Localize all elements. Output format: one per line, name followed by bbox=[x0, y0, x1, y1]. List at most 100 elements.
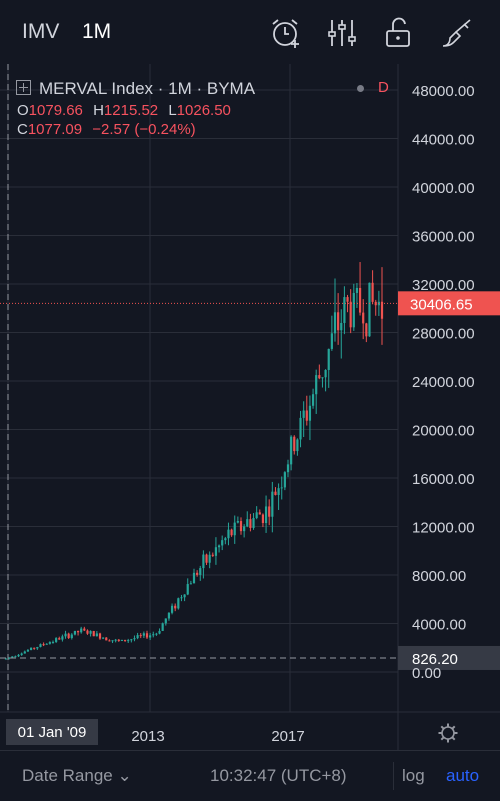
candle-body bbox=[98, 633, 102, 639]
data-mode-label: D bbox=[378, 79, 389, 96]
candle-body bbox=[89, 631, 92, 634]
indicators-icon[interactable] bbox=[325, 16, 359, 50]
candle-body bbox=[155, 633, 158, 635]
candle-body bbox=[80, 628, 83, 633]
low-value: 1026.50 bbox=[176, 102, 231, 119]
compare-add-icon[interactable] bbox=[16, 80, 31, 95]
candle-body bbox=[152, 634, 155, 636]
candle-body bbox=[167, 612, 171, 619]
candle-body bbox=[255, 512, 258, 519]
candle-body bbox=[199, 568, 202, 575]
divider bbox=[393, 762, 394, 790]
price-tick-label: 48000.00 bbox=[412, 83, 475, 100]
candle-body bbox=[318, 375, 321, 379]
candle-body bbox=[145, 633, 149, 638]
candle-body bbox=[17, 654, 20, 657]
drawing-tools-icon[interactable] bbox=[440, 16, 474, 50]
candle-body bbox=[311, 394, 315, 406]
candle-body bbox=[76, 630, 80, 633]
candle-body bbox=[330, 333, 333, 349]
candle-body bbox=[26, 650, 30, 652]
legend-title[interactable]: MERVAL Index · 1M · BYMA bbox=[16, 79, 255, 99]
candle-body bbox=[261, 514, 265, 524]
candle-body bbox=[283, 472, 286, 488]
candle-body bbox=[139, 635, 142, 637]
market-status-icon bbox=[357, 85, 364, 92]
candle-body bbox=[268, 506, 271, 517]
candle-body bbox=[264, 506, 268, 524]
candle-body bbox=[130, 639, 133, 641]
candle-body bbox=[293, 436, 296, 452]
candle-body bbox=[73, 630, 77, 635]
candle-body bbox=[23, 651, 26, 654]
chevron-down-icon: ⌄ bbox=[117, 766, 132, 785]
candle-body bbox=[337, 312, 340, 331]
candles bbox=[4, 262, 384, 660]
change-value: −2.57 (−0.24%) bbox=[92, 121, 196, 138]
candle-body bbox=[227, 529, 230, 539]
candle-body bbox=[365, 323, 368, 337]
price-tick-label: 16000.00 bbox=[412, 471, 475, 488]
candle-body bbox=[186, 584, 189, 595]
candle-body bbox=[174, 605, 177, 609]
legend-ohl: O1079.66 H1215.52 L1026.50 bbox=[17, 102, 237, 119]
timeframe-button[interactable]: 1M bbox=[82, 20, 112, 43]
candle-body bbox=[108, 640, 111, 642]
price-tick-label: 32000.00 bbox=[412, 277, 475, 294]
price-tick-label: 36000.00 bbox=[412, 229, 475, 246]
last-price-badge bbox=[398, 291, 500, 316]
candle-body bbox=[217, 545, 221, 548]
candle-body bbox=[302, 410, 305, 418]
price-chart[interactable]: 30406.65 826.20 01 Jan '09 48000.00 44000.0… bbox=[0, 0, 500, 750]
time-axis: 2013 2017 bbox=[131, 728, 304, 745]
candle-body bbox=[105, 637, 108, 641]
candle-body bbox=[324, 369, 327, 378]
candle-body bbox=[343, 297, 346, 323]
settings-gear-icon[interactable] bbox=[438, 723, 458, 743]
candle-body bbox=[230, 529, 233, 536]
candle-body bbox=[133, 638, 136, 640]
candle-body bbox=[249, 519, 252, 528]
candle-body bbox=[95, 633, 98, 637]
candle-body bbox=[117, 639, 120, 641]
bottom-toolbar bbox=[0, 750, 500, 801]
top-toolbar: IMV 1M bbox=[0, 0, 500, 64]
candle-body bbox=[380, 301, 384, 319]
auto-scale-toggle[interactable]: auto bbox=[446, 766, 480, 785]
candle-body bbox=[11, 656, 14, 658]
candle-body bbox=[42, 644, 45, 646]
candle-body bbox=[48, 642, 51, 644]
candle-body bbox=[86, 630, 89, 634]
symbol-button[interactable]: IMV bbox=[22, 20, 60, 43]
log-scale-toggle[interactable]: log bbox=[402, 766, 425, 785]
candle-body bbox=[224, 538, 227, 541]
candle-body bbox=[214, 547, 218, 556]
candle-body bbox=[8, 657, 11, 659]
candle-body bbox=[308, 405, 312, 421]
candle-body bbox=[246, 519, 249, 527]
price-axis: 48000.00 44000.00 40000.00 36000.00 32000.00… bbox=[412, 83, 475, 682]
high-value: 1215.52 bbox=[103, 102, 159, 119]
candle-body bbox=[83, 628, 86, 631]
candle-body bbox=[123, 639, 127, 641]
candle-body bbox=[196, 572, 199, 575]
date-range-button[interactable]: Date Range ⌄ bbox=[22, 766, 132, 786]
candle-body bbox=[142, 633, 145, 636]
clock-timezone[interactable]: 10:32:47 (UTC+8) bbox=[210, 766, 347, 785]
alarm-add-icon[interactable] bbox=[268, 16, 302, 50]
candle-body bbox=[239, 521, 243, 532]
candle-body bbox=[183, 594, 186, 598]
candle-body bbox=[45, 643, 48, 645]
candle-body bbox=[258, 512, 261, 515]
candle-body bbox=[233, 522, 236, 536]
legend-close: C1077.09 −2.57 (−0.24%) bbox=[17, 121, 202, 138]
candle-body bbox=[164, 618, 167, 624]
candle-body bbox=[177, 598, 180, 609]
candle-body bbox=[120, 639, 124, 641]
crosshair-price-badge bbox=[398, 645, 500, 670]
close-value: 1077.09 bbox=[27, 121, 83, 138]
candle-body bbox=[299, 417, 302, 440]
low-label: L bbox=[168, 102, 177, 119]
unlock-icon[interactable] bbox=[382, 16, 416, 50]
candle-body bbox=[305, 410, 308, 421]
